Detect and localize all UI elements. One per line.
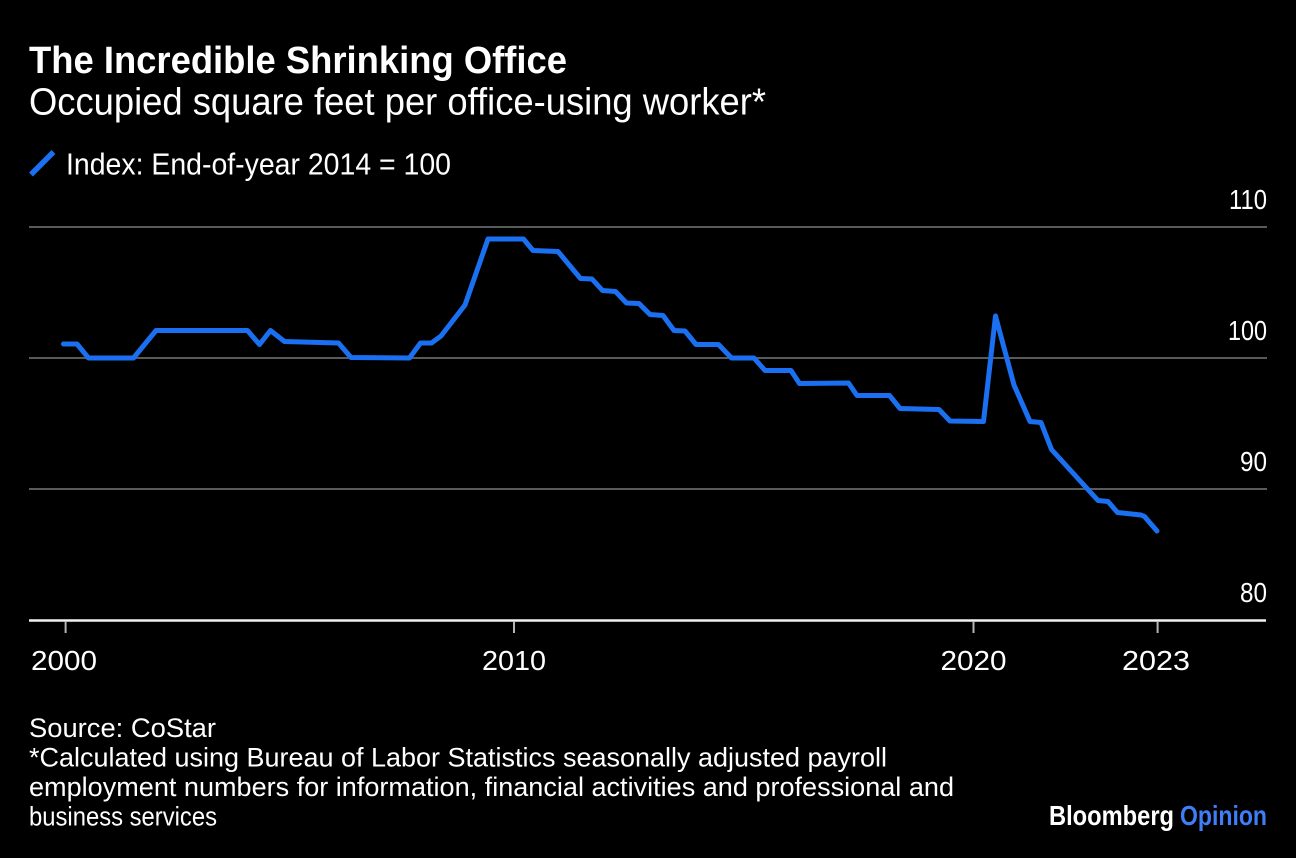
svg-text:90: 90	[1240, 446, 1267, 477]
svg-text:The Incredible Shrinking Offic: The Incredible Shrinking Office	[29, 40, 567, 82]
svg-text:business services: business services	[29, 802, 217, 832]
svg-text:2010: 2010	[482, 645, 546, 676]
svg-text:Bloomberg: Bloomberg	[1049, 800, 1174, 831]
svg-text:2000: 2000	[31, 645, 97, 676]
svg-text:2023: 2023	[1122, 645, 1190, 676]
svg-text:*Calculated using Bureau of La: *Calculated using Bureau of Labor Statis…	[29, 743, 887, 773]
svg-text:Source: CoStar: Source: CoStar	[29, 713, 216, 743]
svg-text:80: 80	[1240, 577, 1267, 608]
svg-text:Index: End-of-year 2014 = 100: Index: End-of-year 2014 = 100	[66, 148, 451, 182]
svg-text:110: 110	[1229, 184, 1267, 215]
svg-text:Occupied square feet per offic: Occupied square feet per office-using wo…	[29, 81, 766, 123]
svg-text:2020: 2020	[941, 645, 1007, 676]
svg-text:Opinion: Opinion	[1180, 800, 1267, 831]
svg-text:employment numbers for informa: employment numbers for information, fina…	[29, 772, 954, 802]
svg-text:100: 100	[1228, 315, 1267, 346]
